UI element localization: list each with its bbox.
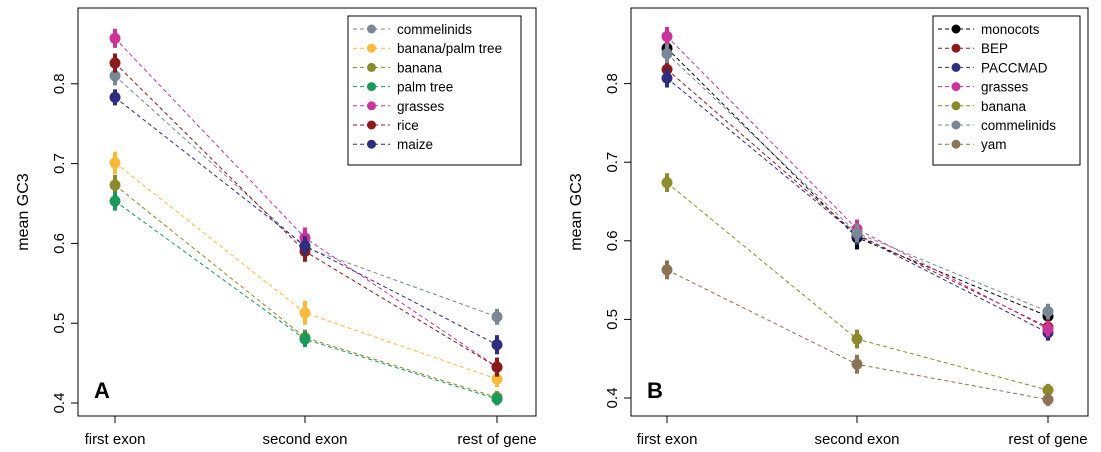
legend-entry: commelinids — [397, 22, 472, 37]
legend-swatch-point — [951, 120, 961, 130]
legend-swatch-point — [951, 101, 961, 111]
data-point — [491, 311, 503, 323]
legend-swatch-point — [367, 139, 376, 149]
x-tick-label: rest of gene — [1008, 431, 1087, 448]
series-banana-palm-tree — [109, 151, 503, 388]
data-point — [109, 57, 121, 69]
data-point — [661, 264, 673, 276]
series-line — [666, 69, 1049, 328]
y-tick-label: 0.8 — [604, 73, 621, 94]
data-point — [661, 177, 673, 189]
data-point — [109, 91, 121, 103]
legend-swatch-point — [367, 82, 376, 92]
panel-letter: A — [94, 378, 110, 403]
panel-b: 0.4 0.5 0.6 0.7 0.8 mean GC3 first exon second … — [568, 7, 1089, 448]
y-tick-label: 0.7 — [51, 153, 68, 174]
x-tick-label: second exon — [262, 431, 347, 448]
data-point — [1042, 306, 1054, 318]
x-tick-label: rest of gene — [457, 431, 536, 448]
series-line — [666, 36, 1049, 330]
y-tick-label: 0.7 — [604, 152, 621, 173]
legend-entry: grasses — [397, 99, 445, 114]
panel-a: 0.4 0.5 0.6 0.7 0.8 mean GC3 first exon second … — [15, 7, 537, 448]
data-point — [109, 195, 121, 207]
y-tick-label: 0.4 — [51, 393, 68, 414]
panel-letter: B — [647, 378, 663, 403]
series-palm-tree — [109, 191, 503, 406]
series-banana — [109, 174, 503, 404]
data-point — [109, 70, 121, 82]
legend: commelinids banana/palm tree banana palm tr… — [347, 15, 522, 166]
legend-swatch-point — [951, 43, 961, 53]
legend-swatch-point — [367, 62, 376, 72]
legend-entry: banana — [397, 60, 443, 75]
data-point — [661, 48, 673, 60]
legend-swatch-point — [367, 120, 376, 130]
legend-swatch-point — [951, 82, 961, 92]
legend-swatch-point — [951, 24, 961, 34]
data-point — [109, 179, 121, 191]
legend-swatch-point — [951, 139, 961, 149]
legend-entry: monocots — [981, 22, 1040, 37]
legend: monocots BEP PACCMAD grasses banana commelini… — [932, 15, 1081, 166]
legend-swatch-point — [951, 62, 961, 72]
legend-entry: rice — [397, 118, 419, 133]
y-tick-label: 0.8 — [51, 73, 68, 94]
legend-entry: PACCMAD — [981, 60, 1048, 75]
legend-swatch-point — [367, 43, 376, 53]
series-yam — [661, 260, 1054, 406]
y-tick-label: 0.6 — [51, 233, 68, 254]
series-line — [114, 184, 498, 398]
data-point — [1042, 394, 1054, 406]
legend-entry: commelinids — [981, 118, 1056, 133]
data-point — [851, 227, 863, 239]
data-point — [851, 333, 863, 345]
data-point — [491, 393, 503, 405]
legend-entry: yam — [981, 137, 1007, 152]
y-axis-title: mean GC3 — [15, 173, 32, 250]
legend-entry: palm tree — [397, 80, 453, 95]
data-point — [491, 339, 503, 351]
data-point — [491, 361, 503, 373]
legend-entry: BEP — [981, 41, 1008, 56]
y-tick-label: 0.6 — [604, 230, 621, 251]
data-point — [109, 32, 121, 44]
legend-entry: banana/palm tree — [397, 41, 502, 56]
x-tick-label: first exon — [637, 431, 698, 448]
legend-entry: grasses — [981, 80, 1029, 95]
series-commelinids — [661, 44, 1054, 320]
series-banana — [661, 173, 1054, 397]
x-tick-label: second exon — [814, 431, 899, 448]
legend-swatch-point — [367, 24, 376, 34]
x-tick-label: first exon — [85, 431, 146, 448]
legend-swatch-point — [367, 101, 376, 111]
y-tick-label: 0.5 — [51, 313, 68, 334]
series-line — [114, 162, 498, 380]
legend-entry: maize — [397, 137, 433, 152]
data-point — [1042, 384, 1054, 396]
data-point — [299, 333, 311, 345]
data-point — [109, 157, 121, 169]
y-tick-label: 0.4 — [604, 388, 621, 409]
data-point — [851, 358, 863, 370]
y-tick-label: 0.5 — [604, 309, 621, 330]
series-maize — [109, 89, 503, 355]
data-point — [299, 307, 311, 319]
legend-box — [347, 15, 522, 166]
data-point — [661, 30, 673, 42]
data-point — [1042, 323, 1054, 335]
y-axis-title: mean GC3 — [568, 173, 585, 250]
plot-frame — [630, 7, 1089, 417]
data-point — [661, 72, 673, 84]
data-point — [299, 240, 311, 252]
data-point — [491, 373, 503, 385]
plot-frame — [77, 7, 537, 417]
series-line — [114, 75, 498, 318]
legend-entry: banana — [981, 99, 1027, 114]
